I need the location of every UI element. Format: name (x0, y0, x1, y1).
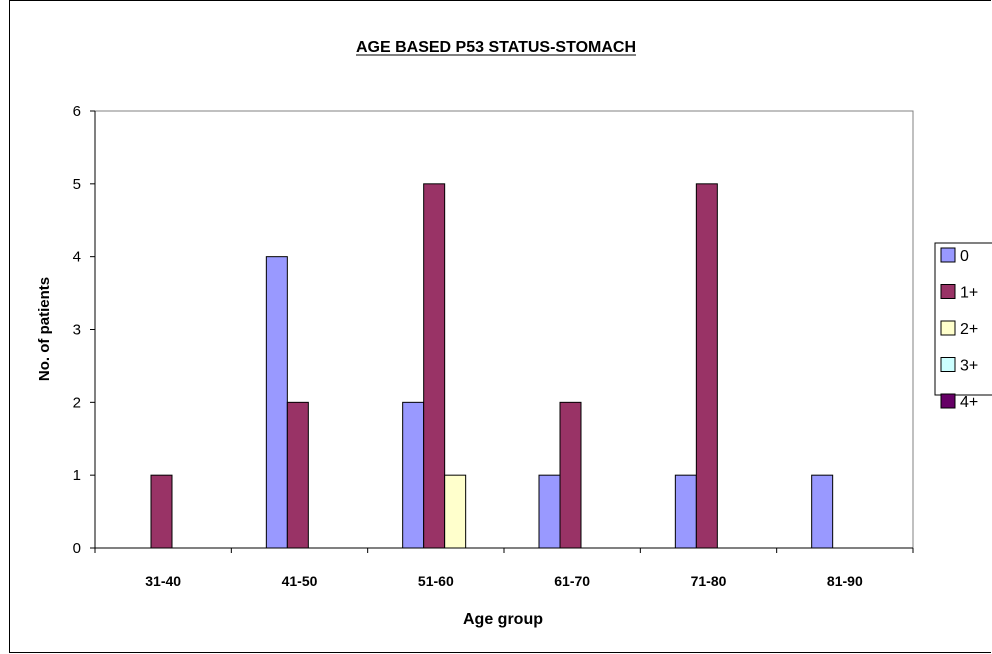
bars (150, 183, 834, 549)
x-tick-label: 61-70 (554, 573, 590, 589)
bar (444, 474, 467, 549)
bar (811, 474, 834, 549)
legend-label: 1+ (960, 285, 978, 302)
y-tick-label: 5 (73, 176, 81, 193)
legend-swatch (940, 393, 956, 409)
legend-label: 4+ (960, 394, 978, 411)
x-tick-label: 41-50 (282, 573, 318, 589)
legend-swatch (940, 247, 956, 263)
x-tick-label: 71-80 (691, 573, 727, 589)
bar (559, 401, 582, 549)
x-axis-label: Age group (463, 611, 543, 628)
legend-label: 2+ (960, 321, 978, 338)
y-tick-label: 3 (73, 322, 81, 339)
x-axis: 31-40 41-50 51-60 61-70 71-80 81-90 (94, 547, 914, 589)
bar (538, 474, 561, 549)
bar (265, 256, 288, 549)
y-axis: 0 1 2 3 4 5 6 (73, 103, 96, 557)
x-tick-label: 81-90 (827, 573, 863, 589)
bar (402, 401, 425, 549)
legend-label: 0 (960, 248, 969, 265)
y-tick-label: 6 (73, 103, 81, 120)
x-tick-label: 51-60 (418, 573, 454, 589)
legend: 0 1+ 2+ 3+ 4+ (934, 242, 992, 411)
bar (286, 401, 309, 549)
plot-area (94, 110, 914, 549)
bar (674, 474, 697, 549)
legend-swatch (940, 284, 956, 299)
bar (150, 474, 173, 549)
y-tick-label: 4 (73, 249, 81, 266)
legend-swatch (940, 357, 956, 372)
x-tick-label: 31-40 (145, 573, 181, 589)
y-tick-label: 0 (73, 540, 81, 557)
y-tick-label: 2 (73, 394, 81, 411)
bar (423, 183, 446, 549)
bar (695, 183, 718, 549)
chart-title: AGE BASED P53 STATUS-STOMACH (356, 39, 636, 56)
y-axis-label: No. of patients (36, 277, 53, 381)
y-tick-label: 1 (73, 467, 81, 484)
legend-swatch (940, 320, 956, 336)
legend-label: 3+ (960, 358, 978, 375)
